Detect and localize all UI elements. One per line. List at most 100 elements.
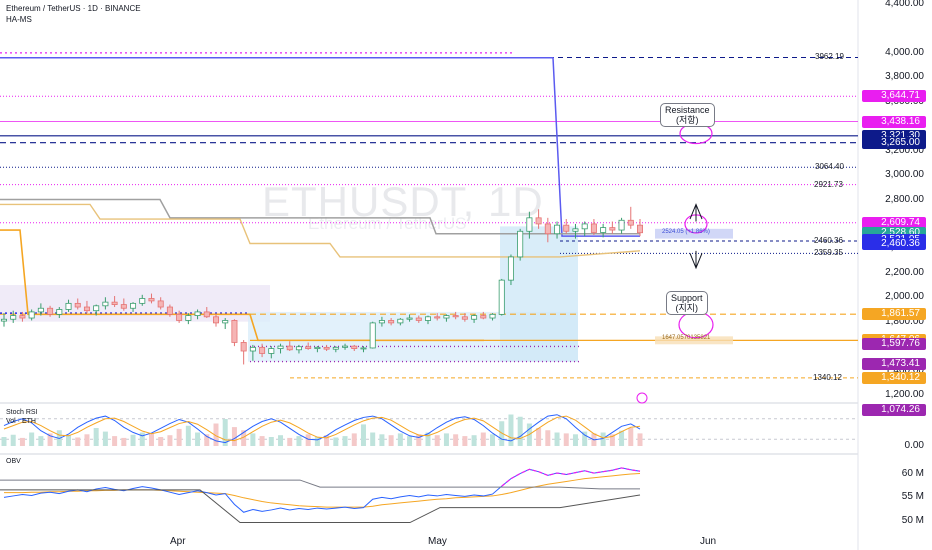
candle-body xyxy=(332,346,339,350)
volume-bar xyxy=(121,437,127,446)
price-badge: 2,460.36 xyxy=(862,237,926,250)
candle-body xyxy=(388,320,395,324)
candle-body xyxy=(489,313,496,319)
x-tick-label: Jun xyxy=(700,536,717,547)
price-badge: 3,265.00 xyxy=(862,136,926,149)
support-callout[interactable]: Support (지지) xyxy=(666,291,708,315)
y-tick-label: 3,200.00 xyxy=(885,144,924,156)
range-zone xyxy=(500,226,578,362)
volume-bar xyxy=(545,430,551,446)
candle-body xyxy=(544,223,551,235)
y-tick-label: 1,400.00 xyxy=(885,364,924,376)
y-tick-label: 2,800.00 xyxy=(885,193,924,205)
volume-bar xyxy=(75,437,81,446)
candle-body xyxy=(157,300,164,308)
y-tick-label: 3,000.00 xyxy=(885,169,924,181)
price-box xyxy=(655,336,733,345)
candle-body xyxy=(627,219,634,226)
volume-bar xyxy=(582,431,588,446)
candle-body xyxy=(139,298,146,304)
volume-bar xyxy=(425,432,431,446)
candle-body xyxy=(581,223,588,230)
candle-body xyxy=(268,348,275,354)
candle-body xyxy=(19,315,26,319)
ha-ms-line xyxy=(0,57,640,237)
volume-bar xyxy=(10,434,16,446)
x-tick-label: May xyxy=(428,536,447,547)
obv-label: OBV xyxy=(6,458,21,465)
candle-body xyxy=(600,227,607,233)
resistance-callout-text: (저항) xyxy=(675,115,699,125)
box-label: 2524.05 (+1.86%) xyxy=(662,228,710,235)
candle-body xyxy=(277,345,284,349)
volume-bar xyxy=(305,434,311,446)
y-tick-label: 50 M xyxy=(901,514,924,526)
candle-body xyxy=(378,320,385,324)
volume-bar xyxy=(84,434,90,446)
candle-body xyxy=(342,345,349,348)
candle-body xyxy=(37,307,44,313)
volume-bar xyxy=(333,437,339,446)
volume-bar xyxy=(231,427,237,446)
volume-bar xyxy=(213,423,219,446)
resistance-callout-text: Resistance xyxy=(665,105,710,115)
price-badge: 1,597.76 xyxy=(862,338,926,351)
volume-bar xyxy=(342,436,348,446)
candle-body xyxy=(461,316,468,320)
volume-bar xyxy=(563,433,569,446)
volume-bar xyxy=(600,432,606,446)
y-tick-label: 1,200.00 xyxy=(885,389,924,400)
candle-body xyxy=(590,223,597,233)
volume-bar xyxy=(609,434,615,446)
price-badge: 1,074.26 xyxy=(862,404,926,417)
candle-body xyxy=(415,317,422,321)
candle-body xyxy=(434,316,441,319)
volume-bar xyxy=(278,435,284,446)
candle-body xyxy=(443,315,450,319)
volume-bar xyxy=(434,435,440,446)
stoch-line xyxy=(3,415,641,442)
resistance-callout[interactable]: Resistance (저항) xyxy=(660,103,715,127)
volume-bar xyxy=(19,437,25,446)
price-axis[interactable]: 4,400.004,000.003,800.003,600.003,200.00… xyxy=(862,0,932,550)
chart-header: Ethereum / TetherUS · 1D · BINANCE HA-MS xyxy=(6,3,141,25)
volume-bar xyxy=(29,432,35,446)
ha-ms-line xyxy=(0,198,640,235)
y-tick-label: 3,800.00 xyxy=(885,71,924,83)
candle-body xyxy=(452,315,459,318)
volume-bar xyxy=(148,433,154,446)
support-circle xyxy=(678,311,714,339)
candle-body xyxy=(83,306,90,312)
volume-bar xyxy=(222,419,228,446)
y-tick-label: 0.00 xyxy=(904,440,924,451)
candle-body xyxy=(498,279,505,315)
volume-bar xyxy=(443,433,449,446)
candle-body xyxy=(480,315,487,319)
box-label: 1647.0570135821 xyxy=(662,335,711,342)
volume-bar xyxy=(139,432,145,446)
arrow-up-icon xyxy=(689,203,703,222)
volume-bar xyxy=(38,436,44,446)
candle-body xyxy=(130,302,137,309)
candle-body xyxy=(618,219,625,231)
volume-bar xyxy=(388,435,394,446)
volume-bar xyxy=(130,434,136,446)
symbol-title[interactable]: Ethereum / TetherUS · 1D · BINANCE xyxy=(6,4,141,13)
candle-body xyxy=(222,320,229,324)
candle-body xyxy=(471,315,478,320)
candle-body xyxy=(314,346,321,349)
volume-bar xyxy=(370,432,376,446)
volume-bar xyxy=(407,436,413,446)
candle-body xyxy=(120,304,127,309)
stoch-rsi-label: Stoch RSI xyxy=(6,409,38,416)
volume-bar xyxy=(287,437,293,446)
volume-bar xyxy=(47,433,53,446)
volume-bar xyxy=(379,434,385,446)
candle-body xyxy=(0,318,7,322)
candle-body xyxy=(111,301,118,305)
candle-body xyxy=(286,345,293,351)
volume-bar xyxy=(324,435,330,446)
indicator-label[interactable]: HA-MS xyxy=(6,15,32,24)
candle-body xyxy=(351,345,358,349)
